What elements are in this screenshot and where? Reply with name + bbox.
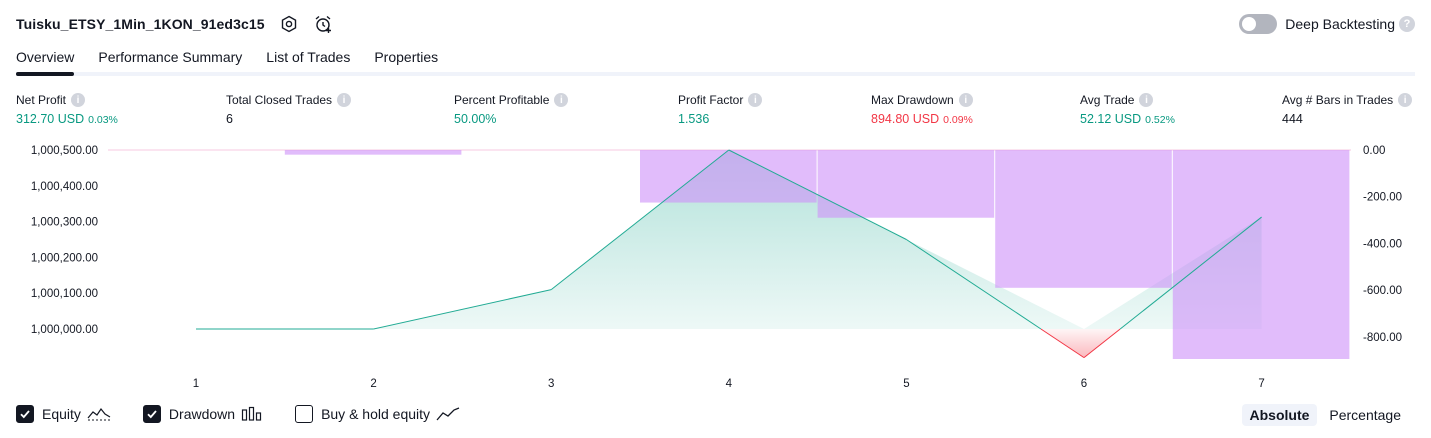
metric-value: 52.12 USD: [1080, 112, 1142, 126]
x-axis-tick: 6: [1081, 378, 1087, 390]
buy-hold-line-icon: [436, 406, 460, 422]
metric-title: Max Drawdown: [871, 93, 954, 107]
left-axis-tick: 1,000,100.00: [31, 288, 98, 300]
tab-properties[interactable]: Properties: [374, 49, 439, 65]
right-axis-tick: 0.00: [1363, 145, 1385, 157]
equity-line-segment: [373, 289, 552, 330]
drawdown-bar: [640, 150, 817, 203]
metric-value: 50.00%: [454, 112, 497, 126]
toggle-switch[interactable]: [1239, 14, 1278, 34]
metric-profit-factor: Profit Factor i 1.536: [678, 93, 763, 126]
x-axis-tick: 5: [903, 378, 909, 390]
info-icon[interactable]: i: [958, 93, 973, 107]
absolute-button[interactable]: Absolute: [1241, 404, 1318, 426]
legend-drawdown[interactable]: Drawdown: [142, 405, 263, 423]
metric-percent: 0.52%: [1145, 114, 1175, 126]
metric-avg-trade: Avg Trade i 52.12 USD 0.52%: [1080, 93, 1175, 126]
equity-line-segment: [550, 149, 730, 291]
x-axis-tick: 4: [726, 378, 733, 390]
left-axis-tick: 1,000,400.00: [31, 181, 98, 193]
percentage-button[interactable]: Percentage: [1329, 407, 1401, 423]
x-axis-tick: 3: [548, 378, 554, 390]
info-icon[interactable]: i: [1398, 93, 1413, 107]
metric-title: Avg Trade: [1080, 93, 1135, 107]
metric-percent: 0.09%: [943, 114, 973, 126]
equity-checkbox[interactable]: [16, 405, 34, 423]
metric-net-profit: Net Profit i 312.70 USD 0.03%: [16, 93, 118, 126]
metrics-row: Net Profit i 312.70 USD 0.03% Total Closed…: [16, 93, 1416, 133]
legend-label: Equity: [42, 406, 81, 422]
x-axis-tick: 1: [193, 378, 199, 390]
left-axis-tick: 1,000,200.00: [31, 252, 98, 264]
metric-title: Percent Profitable: [454, 93, 550, 107]
tab-performance-summary[interactable]: Performance Summary: [98, 49, 243, 65]
equity-line-segment: [906, 239, 1042, 330]
right-axis-tick: -800.00: [1363, 332, 1402, 344]
metric-title: Net Profit: [16, 93, 67, 107]
equity-line-segment: [1119, 216, 1262, 330]
left-axis-tick: 1,000,000.00: [31, 324, 98, 336]
metric-avg-bars: Avg # Bars in Trades i 444: [1282, 93, 1413, 126]
metric-max-drawdown: Max Drawdown i 894.80 USD 0.09%: [871, 93, 973, 126]
info-icon[interactable]: i: [554, 93, 569, 107]
legend-label: Drawdown: [168, 406, 236, 422]
equity-line-icon: [87, 406, 111, 422]
drawdown-bar: [995, 150, 1172, 288]
legend-equity[interactable]: Equity: [16, 405, 111, 423]
hexagon-gear-icon[interactable]: [279, 14, 299, 34]
info-icon[interactable]: i: [1139, 93, 1154, 107]
left-axis-tick: 1,000,300.00: [31, 217, 98, 229]
metric-value: 894.80 USD: [871, 112, 940, 126]
tab-overview[interactable]: Overview: [16, 44, 75, 76]
metric-percent: 0.03%: [88, 114, 118, 126]
metric-value: 6: [226, 112, 233, 126]
drawdown-bar: [284, 150, 462, 155]
x-axis-tick: 7: [1258, 378, 1264, 390]
right-axis-tick: -200.00: [1363, 192, 1402, 204]
drawdown-bars-icon: [241, 406, 263, 422]
right-axis-tick: -600.00: [1363, 285, 1402, 297]
chart-svg[interactable]: 1,000,500.00 1,000,400.00 1,000,300.00 1,00…: [0, 140, 1431, 395]
report-tabs: Overview Performance Summary List of Tra…: [16, 44, 1415, 76]
deep-backtesting-toggle[interactable]: Deep Backtesting ?: [1239, 14, 1415, 34]
x-axis-tick: 2: [370, 378, 376, 390]
legend-label: Buy & hold equity: [321, 406, 431, 422]
drawdown-bar: [1172, 150, 1350, 359]
metric-value: 444: [1282, 112, 1303, 126]
metric-total-closed-trades: Total Closed Trades i 6: [226, 93, 352, 126]
value-mode-switch: Absolute Percentage: [1238, 403, 1410, 427]
equity-area: [196, 150, 1262, 329]
question-icon[interactable]: ?: [1399, 16, 1415, 32]
metric-value: 312.70 USD: [16, 112, 85, 126]
metric-title: Avg # Bars in Trades: [1282, 93, 1394, 107]
right-axis-tick: -400.00: [1363, 238, 1402, 250]
equity-drawdown-chart[interactable]: 1,000,500.00 1,000,400.00 1,000,300.00 1,00…: [0, 140, 1431, 395]
info-icon[interactable]: i: [337, 93, 352, 107]
alarm-clock-plus-icon[interactable]: [313, 14, 333, 34]
metric-percent-profitable: Percent Profitable i 50.00%: [454, 93, 569, 126]
metric-title: Profit Factor: [678, 93, 744, 107]
drawdown-checkbox[interactable]: [142, 405, 161, 423]
strategy-header: Tuisku_ETSY_1Min_1KON_91ed3c15 Deep Back…: [16, 12, 1415, 36]
deep-backtesting-label: Deep Backtesting: [1285, 16, 1395, 32]
metric-value: 1.536: [678, 112, 710, 126]
equity-line-segment: [1040, 328, 1085, 359]
left-axis-tick: 1,000,500.00: [31, 145, 98, 157]
info-icon[interactable]: i: [748, 93, 763, 107]
chart-legend: Equity Drawdown Buy & hold equity: [16, 403, 492, 425]
metric-title: Total Closed Trades: [226, 93, 333, 107]
legend-buy-hold[interactable]: Buy & hold equity: [295, 405, 460, 423]
equity-line-segment: [1083, 328, 1121, 359]
info-icon[interactable]: i: [71, 93, 86, 107]
drawdown-bar: [817, 150, 995, 218]
equity-line-segment: [728, 149, 907, 240]
strategy-name: Tuisku_ETSY_1Min_1KON_91ed3c15: [16, 16, 265, 32]
buy-hold-checkbox[interactable]: [295, 405, 314, 423]
tab-list-of-trades[interactable]: List of Trades: [266, 49, 351, 65]
